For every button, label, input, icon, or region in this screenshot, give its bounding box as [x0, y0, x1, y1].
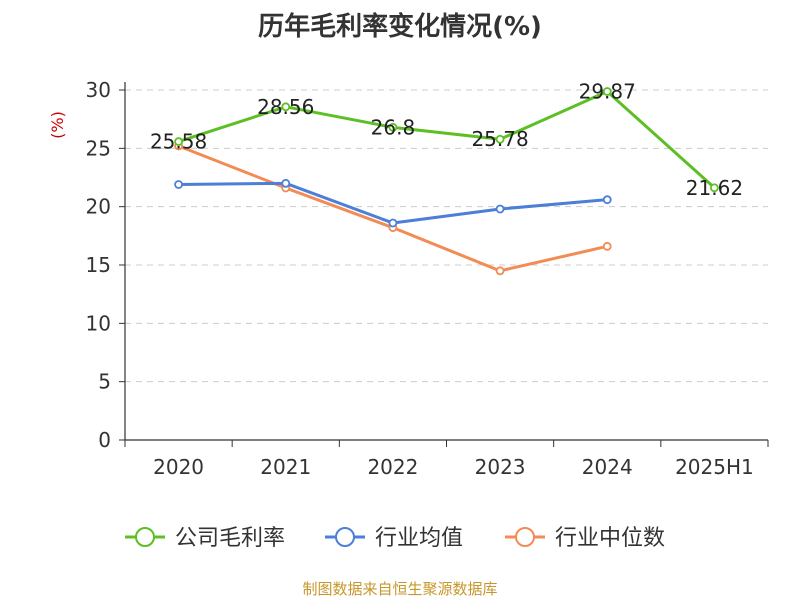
data-label: 25.58 [150, 130, 207, 154]
legend: 公司毛利率 行业均值 行业中位数 [125, 526, 665, 551]
legend-marker [515, 527, 535, 547]
y-tick-label: 20 [86, 195, 111, 219]
grid-lines [125, 89, 768, 383]
y-tick-label: 0 [98, 428, 111, 452]
data-point [174, 137, 183, 146]
data-label: 21.62 [686, 176, 743, 200]
data-label: 25.78 [471, 127, 528, 151]
data-point [602, 87, 612, 96]
data-label: 28.56 [257, 95, 314, 119]
series [174, 87, 719, 276]
series-line [178, 181, 608, 225]
data-point [602, 241, 612, 251]
data-point [710, 183, 719, 193]
data-label: 26.8 [371, 115, 416, 139]
chart-title: 历年毛利率变化情况(%) [258, 12, 542, 42]
data-point [388, 122, 398, 132]
y-tick-label: 15 [86, 253, 111, 277]
data-label: 29.87 [579, 80, 636, 104]
y-axis-label: (%) [48, 111, 67, 139]
data-point [281, 178, 291, 188]
x-tick-label: 2022 [367, 455, 418, 479]
data-point [281, 102, 291, 112]
x-tick-label: 2023 [475, 455, 526, 479]
data-point [602, 195, 612, 205]
x-tick-label: 2025H1 [675, 455, 754, 479]
data-point [388, 218, 398, 228]
series-line [178, 144, 608, 273]
x-tick-label: 2020 [153, 455, 204, 479]
data-point [495, 204, 505, 214]
y-tick-label: 10 [86, 311, 111, 335]
series-line [178, 90, 716, 189]
y-tick-label: 5 [98, 370, 111, 394]
legend-label: 公司毛利率 [175, 526, 285, 551]
data-point [495, 134, 505, 144]
x-tick-label: 2021 [260, 455, 311, 479]
x-tick-label: 2024 [582, 455, 633, 479]
data-point [495, 266, 505, 276]
legend-marker [335, 527, 355, 547]
legend-label: 行业中位数 [555, 526, 665, 551]
source-note: 制图数据来自恒生聚源数据库 [302, 580, 498, 598]
axes: 0 5 10 15 20 25 30 2020 2021 2022 2023 2024 2025H1 [86, 78, 769, 479]
data-point [174, 180, 183, 189]
legend-label: 行业均值 [375, 526, 463, 551]
y-tick-label: 25 [86, 136, 111, 160]
data-labels: 25.58 28.56 26.8 25.78 29.87 21.62 [150, 80, 743, 200]
y-tick-label: 30 [86, 78, 111, 102]
legend-marker [135, 527, 155, 547]
